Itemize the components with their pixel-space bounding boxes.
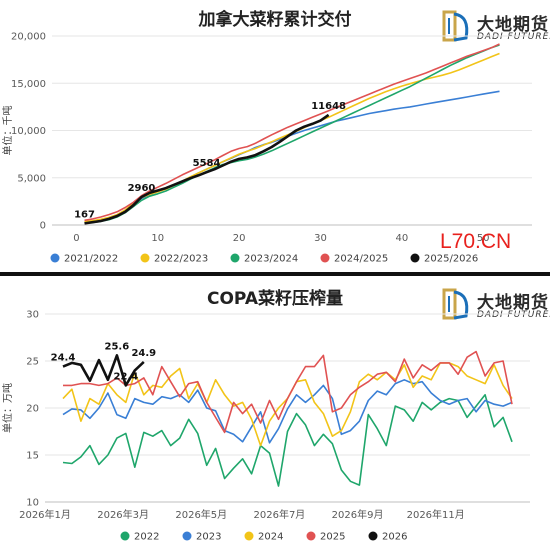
cumulative-deliveries-panel: 加拿大菜籽累计交付 大地期货 DADI FUTURES 0 5,000 10,000… — [0, 0, 550, 272]
y-tick-label: 5,000 — [17, 173, 46, 184]
x-tick-label: 2026年3月 — [97, 508, 149, 521]
legend-label: 2026 — [382, 532, 407, 543]
dadi-logo-icon — [442, 10, 469, 42]
legend-marker — [368, 531, 378, 541]
copa-crush-panel: COPA菜籽压榨量 大地期货 DADI FUTURES 10 15 20 25 30 20… — [0, 276, 550, 552]
series-line-2025 — [63, 350, 513, 434]
series-line-2023 — [62, 379, 513, 444]
legend-marker — [120, 531, 130, 541]
brand-name-en: DADI FUTURES — [477, 32, 550, 42]
legend-label: 2024/2025 — [334, 254, 388, 265]
dadi-logo-icon — [442, 288, 469, 320]
data-label: 22.4 — [113, 371, 138, 382]
data-label: 11648 — [311, 101, 346, 112]
x-tick-label: 2026年7月 — [254, 508, 306, 521]
legend-label: 2022/2023 — [154, 254, 208, 265]
x-tick-label: 50 — [477, 233, 490, 244]
chart-title: COPA菜籽压榨量 — [207, 289, 343, 309]
legend-marker — [306, 531, 316, 541]
watermark: L70.CN — [440, 230, 512, 253]
legend-label: 2023 — [196, 532, 221, 543]
legend-label: 2022 — [134, 532, 159, 543]
y-tick-label: 10,000 — [11, 126, 46, 137]
x-tick-label: 2026年5月 — [175, 508, 227, 521]
legend-marker — [182, 531, 192, 541]
legend-marker — [140, 253, 150, 263]
series-line-2023/2024 — [84, 44, 500, 224]
data-label: 2960 — [128, 183, 156, 194]
legend-marker — [410, 253, 420, 263]
x-tick-label: 2026年11月 — [407, 508, 465, 521]
x-tick-label: 10 — [151, 233, 164, 244]
y-tick-label: 10 — [26, 498, 39, 509]
legend-marker — [320, 253, 330, 263]
data-label: 24.9 — [131, 348, 156, 359]
brand-logo: 大地期货 DADI FUTURES — [440, 286, 550, 330]
data-label: 5584 — [193, 158, 221, 169]
x-tick-label: 20 — [233, 233, 246, 244]
y-tick-label: 20 — [26, 404, 39, 415]
y-tick-label: 15,000 — [11, 79, 46, 90]
y-tick-label: 20,000 — [11, 32, 46, 43]
brand-name: 大地期货 — [477, 15, 549, 35]
brand-logo: 大地期货 DADI FUTURES — [440, 8, 550, 52]
data-label: 24.4 — [51, 353, 76, 364]
legend-marker — [50, 253, 60, 263]
y-tick-label: 30 — [26, 310, 39, 321]
data-label: 167 — [74, 209, 95, 220]
y-tick-label: 15 — [26, 451, 39, 462]
data-label: 25.6 — [105, 341, 130, 352]
legend-label: 2025 — [320, 532, 345, 543]
legend-label: 2021/2022 — [64, 254, 118, 265]
panel-divider — [0, 272, 550, 276]
y-tick-label: 0 — [40, 221, 46, 232]
legend-marker — [230, 253, 240, 263]
legend-marker — [244, 531, 254, 541]
series-line-2024/2025 — [84, 43, 500, 222]
brand-name-en: DADI FUTURES — [477, 310, 550, 320]
y-axis-label: 单位：万吨 — [1, 383, 14, 433]
legend-label: 2023/2024 — [244, 254, 298, 265]
chart-plot: 0 5,000 10,000 15,000 20,000 0 10 20 30 40 50 单位：千吨… — [1, 32, 532, 265]
y-tick-label: 25 — [26, 357, 39, 368]
brand-name: 大地期货 — [477, 293, 549, 313]
series-line-2025/2026 — [84, 113, 330, 225]
chart-title: 加拿大菜籽累计交付 — [198, 10, 352, 30]
series-line-2022 — [62, 394, 513, 487]
x-tick-label: 30 — [314, 233, 327, 244]
series-line-2021/2022 — [84, 90, 500, 223]
x-tick-label: 2026年9月 — [332, 508, 384, 521]
legend-label: 2024 — [258, 532, 283, 543]
y-axis-label: 单位：千吨 — [1, 106, 14, 156]
x-tick-label: 2026年1月 — [19, 508, 71, 521]
x-tick-label: 0 — [73, 233, 79, 244]
legend-label: 2025/2026 — [424, 254, 478, 265]
x-tick-label: 40 — [395, 233, 408, 244]
series-line-2026 — [62, 354, 145, 387]
